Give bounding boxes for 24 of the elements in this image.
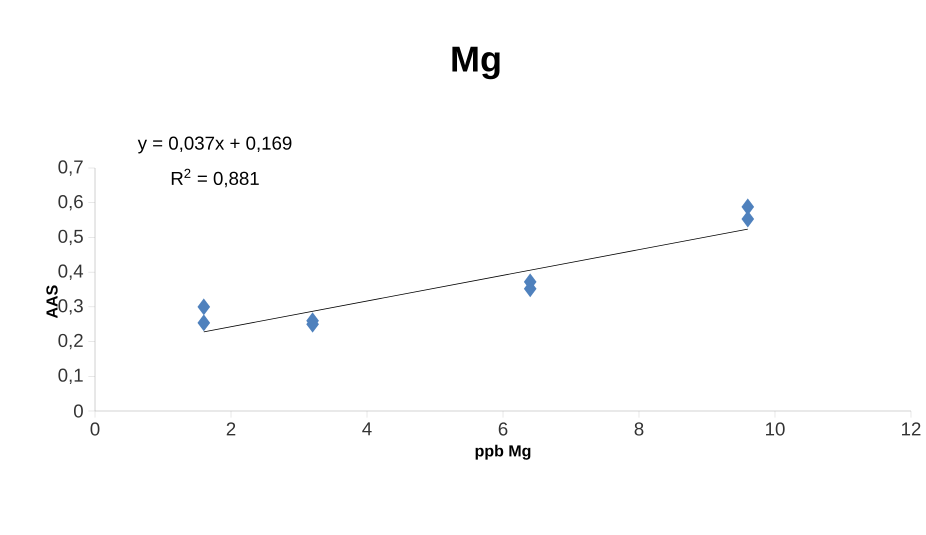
x-tick-label: 4 [362, 422, 372, 436]
y-tick-label: 0,5 [58, 230, 83, 246]
point [198, 298, 210, 316]
y-tick-label: 0,3 [58, 299, 83, 315]
x-tick-label: 12 [902, 422, 920, 436]
y-axis-title: AAS [46, 285, 58, 318]
annotation: R$^{2}$ = 0,881 [172, 168, 259, 188]
chart-title: Mg [452, 46, 500, 80]
text: y = 0,037x + 0,169 [138, 136, 292, 154]
x-tick-label: 6 [498, 422, 508, 436]
y-tick-label: 0,4 [58, 264, 84, 280]
x-tick-label: 2 [226, 422, 236, 436]
y-tick-label: 0,2 [58, 334, 83, 350]
point [742, 198, 754, 216]
y-tick-label: 0 [74, 404, 83, 418]
y-tick-label: 0,7 [58, 160, 83, 176]
x-tick-label: 0 [90, 422, 100, 436]
point [198, 314, 210, 332]
x-axis-title: ppb Mg [476, 444, 530, 460]
x-tick-label: 10 [766, 422, 785, 436]
y-tick-label: 0,1 [58, 368, 83, 384]
x-tick-label: 8 [634, 422, 644, 436]
y-tick-label: 0,6 [58, 194, 83, 210]
point [742, 210, 754, 228]
